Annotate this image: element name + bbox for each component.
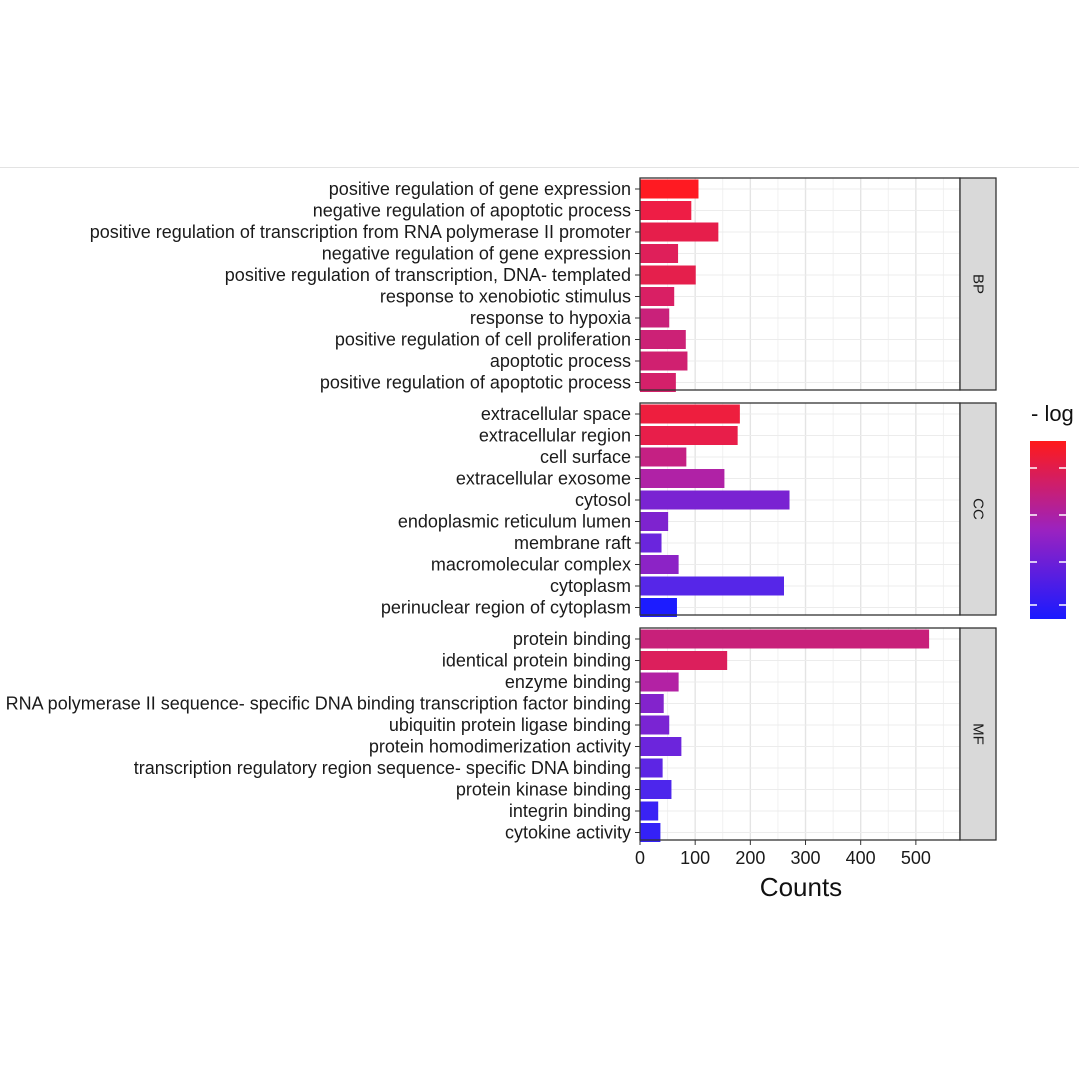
bar [640, 512, 669, 531]
y-tick-label: ubiquitin protein ligase binding [389, 715, 631, 735]
bar [640, 555, 679, 574]
facet-strip-label: CC [970, 498, 987, 520]
y-tick-label: positive regulation of cell proliferatio… [335, 330, 631, 350]
bars-layer [640, 179, 930, 842]
facet-strip [959, 402, 997, 616]
axis-layer: positive regulation of gene expressionne… [6, 179, 931, 902]
y-tick-label: cytoplasm [550, 576, 631, 596]
y-tick-label: positive regulation of transcription fro… [90, 222, 631, 242]
y-tick-label: extracellular exosome [456, 469, 631, 489]
bar [640, 629, 930, 649]
bar [640, 801, 659, 821]
bar [640, 308, 670, 328]
facet-strips-layer: BP CC MF [639, 177, 997, 841]
grid-layer [639, 178, 960, 840]
y-tick-label: protein homodimerization activity [369, 737, 631, 757]
bar [640, 651, 728, 670]
bar [640, 287, 675, 306]
bar [640, 404, 740, 424]
x-tick-label: 500 [901, 848, 931, 868]
y-tick-label: protein binding [513, 629, 631, 649]
bar [640, 330, 686, 349]
y-tick-label: apoptotic process [490, 351, 631, 371]
y-tick-label: membrane raft [514, 533, 631, 553]
bar [640, 598, 677, 617]
bar [640, 715, 670, 735]
bar [640, 351, 688, 371]
y-tick-label: extracellular space [481, 404, 631, 424]
bar [640, 179, 699, 199]
bar [640, 823, 661, 842]
y-tick-label: positive regulation of apoptotic process [320, 373, 631, 393]
bar [640, 373, 676, 392]
facet-strip [959, 627, 997, 841]
x-tick-label: 300 [790, 848, 820, 868]
x-tick-label: 0 [635, 848, 645, 868]
y-tick-label: RNA polymerase II sequence- specific DNA… [6, 694, 631, 714]
bar [640, 265, 696, 285]
y-tick-label: positive regulation of gene expression [329, 179, 631, 199]
legend-colorbar [1030, 441, 1066, 619]
y-tick-label: positive regulation of transcription, DN… [225, 265, 631, 285]
legend-title: - log [1031, 401, 1074, 426]
legend-layer: - log [1030, 401, 1074, 619]
bar [640, 533, 662, 553]
y-tick-label: negative regulation of apoptotic process [313, 201, 631, 221]
bar [640, 447, 687, 467]
y-tick-label: response to xenobiotic stimulus [380, 287, 631, 307]
facet-strip-label: BP [970, 274, 987, 294]
y-tick-label: response to hypoxia [470, 308, 632, 328]
bar [640, 576, 784, 596]
bar [640, 672, 679, 692]
y-tick-label: cytokine activity [505, 823, 631, 843]
y-tick-label: transcription regulatory region sequence… [134, 758, 631, 778]
bar [640, 780, 672, 799]
y-tick-label: extracellular region [479, 426, 631, 446]
top-divider-line [0, 167, 1079, 168]
y-tick-label: macromolecular complex [431, 555, 631, 575]
x-axis-title: Counts [760, 872, 842, 902]
y-tick-label: endoplasmic reticulum lumen [398, 512, 631, 532]
y-tick-label: cell surface [540, 447, 631, 467]
bar [640, 426, 738, 445]
bar [640, 244, 679, 263]
bar [640, 469, 725, 488]
x-tick-label: 400 [846, 848, 876, 868]
y-tick-label: perinuclear region of cytoplasm [381, 598, 631, 618]
bar [640, 201, 692, 220]
facet-strip-label: MF [970, 723, 987, 745]
y-tick-label: enzyme binding [505, 672, 631, 692]
y-tick-label: cytosol [575, 490, 631, 510]
bar [640, 758, 663, 778]
bar [640, 737, 682, 756]
y-tick-label: identical protein binding [442, 651, 631, 671]
bar [640, 222, 719, 242]
bar [640, 490, 790, 510]
y-tick-label: negative regulation of gene expression [322, 244, 631, 264]
y-tick-label: integrin binding [509, 801, 631, 821]
x-tick-label: 200 [735, 848, 765, 868]
bar [640, 694, 664, 713]
x-tick-label: 100 [680, 848, 710, 868]
y-tick-label: protein kinase binding [456, 780, 631, 800]
facet-strip [959, 177, 997, 391]
